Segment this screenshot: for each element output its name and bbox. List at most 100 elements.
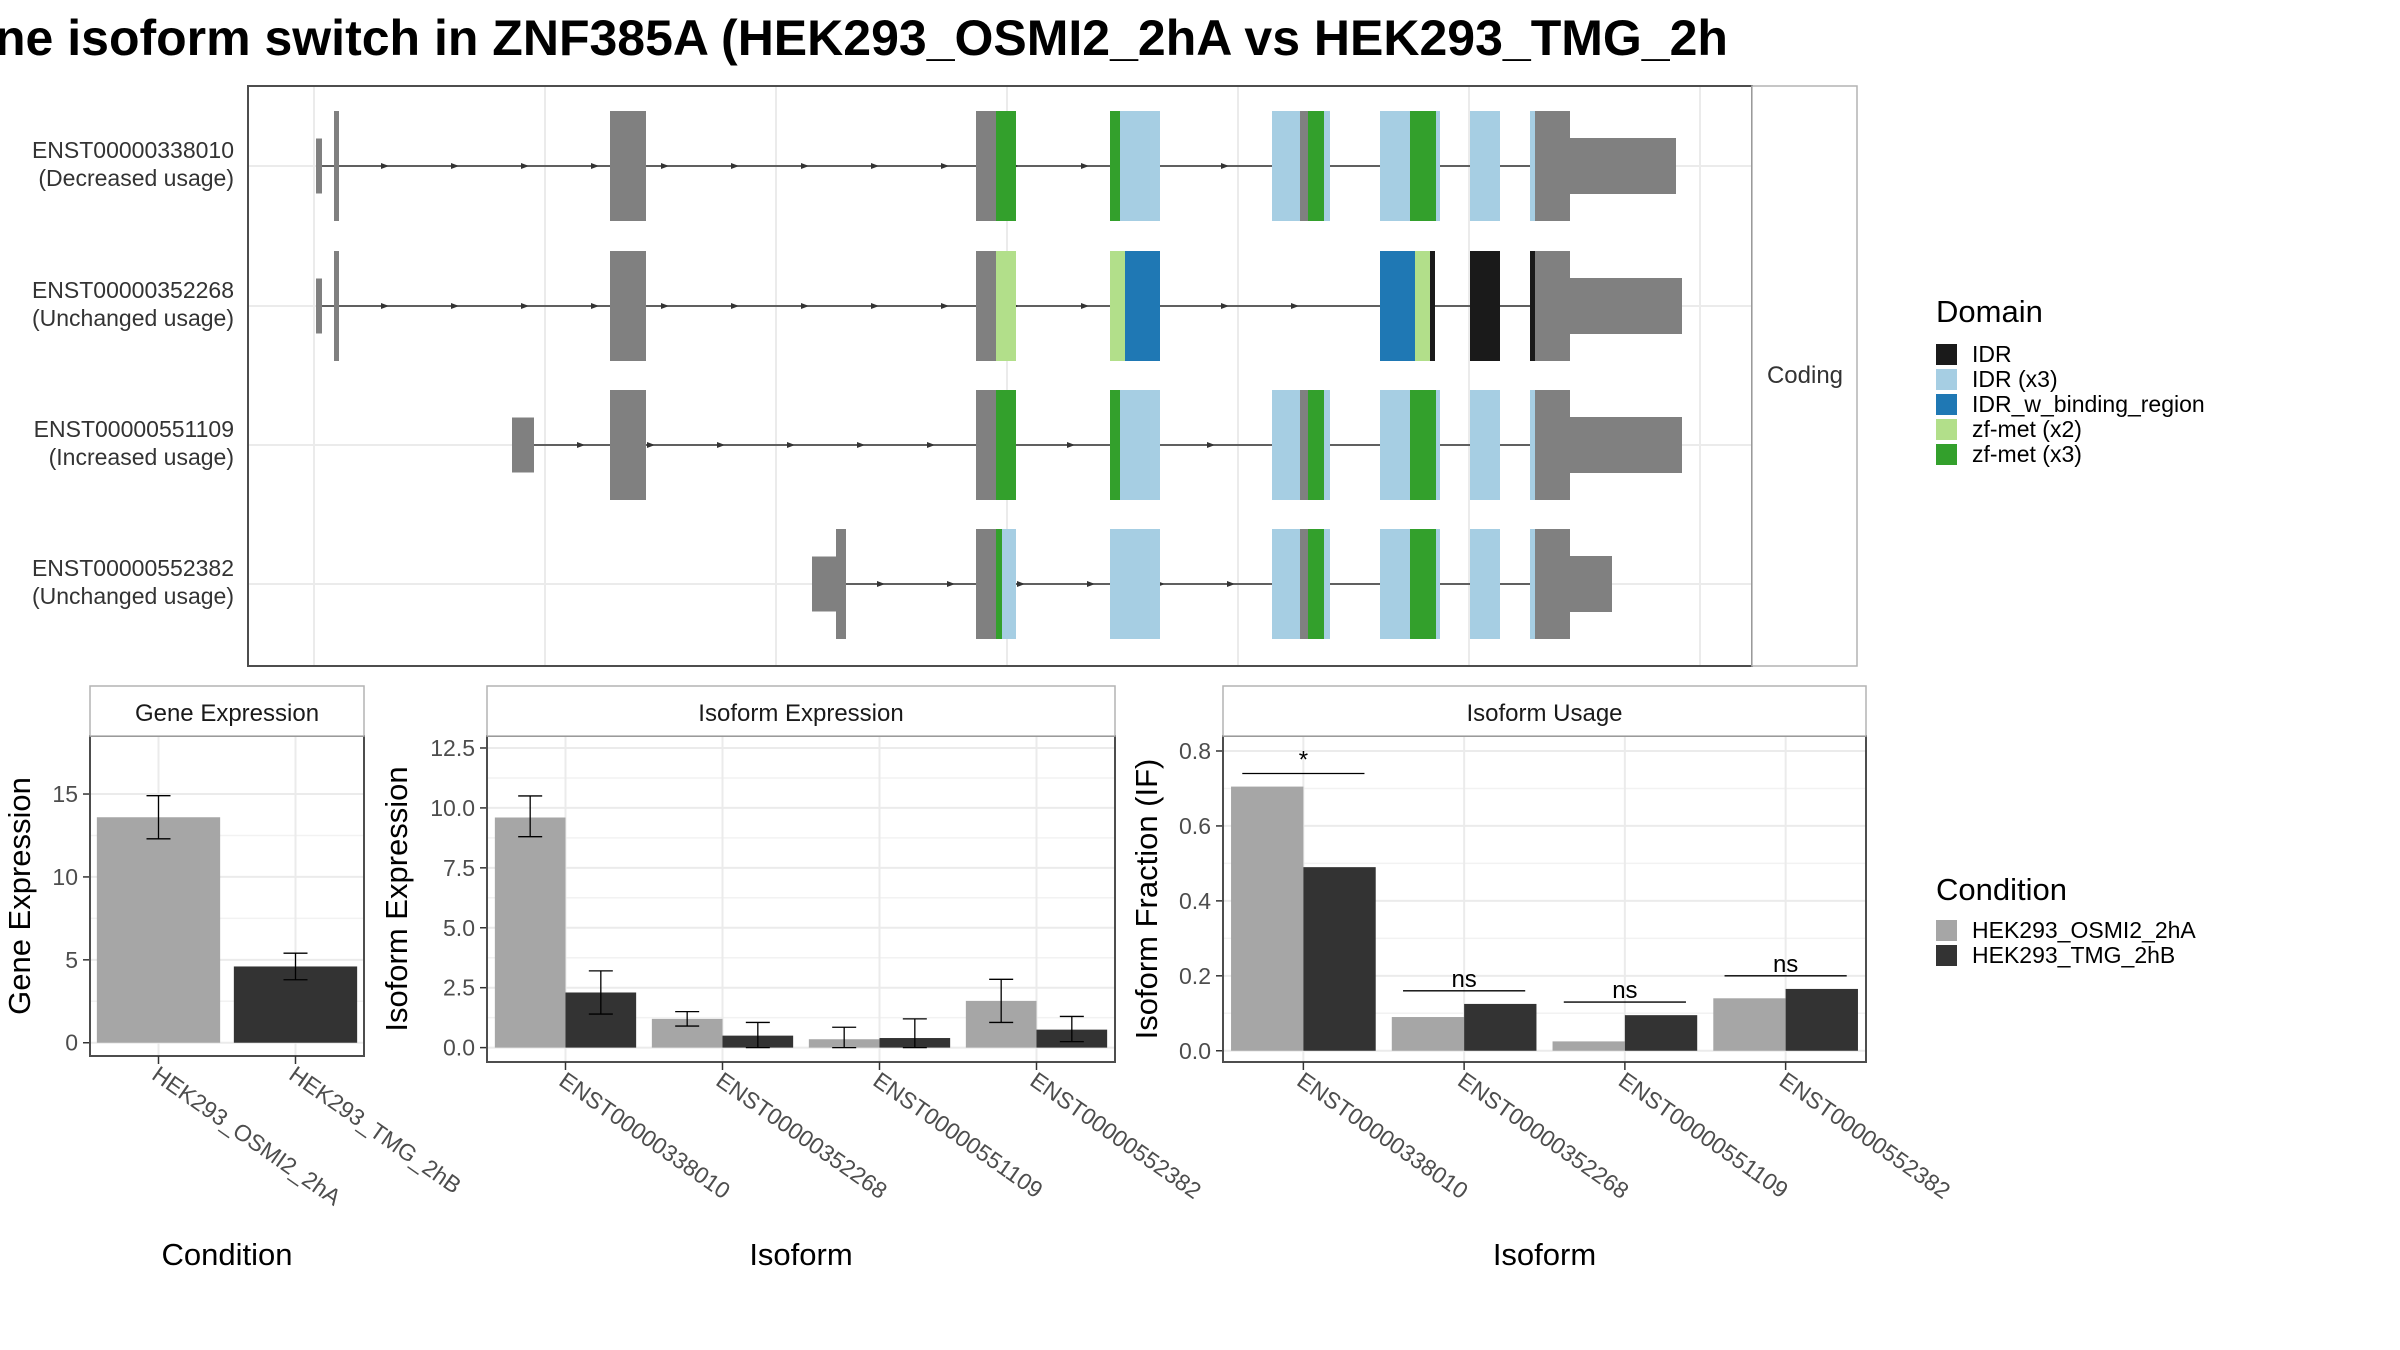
- exon-segment-3-0: [976, 111, 996, 221]
- isoform-label-ENST00000552382: ENST00000552382(Unchanged usage): [32, 555, 234, 609]
- intron-arrow-icon: [871, 163, 879, 169]
- domain-legend-item: zf-met (x2): [1936, 416, 2082, 442]
- exon-segment-7-3: [1324, 390, 1330, 500]
- exon-1: [610, 390, 628, 500]
- x-tick-label: ENST00000352268: [712, 1067, 892, 1204]
- intron-arrow-icon: [577, 442, 585, 448]
- exon-segment-5-3: [1324, 529, 1330, 639]
- isoform-label-ENST00000551109: ENST00000551109(Increased usage): [34, 416, 234, 470]
- intron-arrow-icon: [591, 303, 599, 309]
- exon-segment-2-1: [996, 529, 1002, 639]
- utr-tail: [1565, 417, 1682, 473]
- domain-legend-item: zf-met (x3): [1936, 441, 2082, 467]
- intron-arrow-icon: [801, 303, 809, 309]
- y-tick-label: 0: [65, 1030, 78, 1056]
- domain-legend-title: Domain: [1936, 294, 2043, 329]
- x-tick-label: ENST00000551109: [869, 1067, 1048, 1203]
- exon-segment-4-0: [1110, 529, 1160, 639]
- exon-segment-5-0: [1272, 529, 1300, 639]
- domain-legend-label: zf-met (x2): [1972, 416, 2082, 442]
- isoform-usage-label: (Increased usage): [49, 444, 234, 470]
- last-coding-exon: [1535, 390, 1565, 500]
- bar-ENST00000338010-HEK293_OSMI2_2hA: [494, 817, 566, 1048]
- exon-segment-9-0: [1470, 111, 1500, 221]
- exon-segment-3-1: [996, 390, 1016, 500]
- y-tick-label: 0.2: [1179, 963, 1211, 989]
- intron-arrow-icon: [871, 303, 879, 309]
- domain-legend-label: IDR_w_binding_region: [1972, 391, 2205, 417]
- intron-arrow-icon: [451, 303, 459, 309]
- exon-segment-3-0: [976, 390, 996, 500]
- exon-segment-8-2: [1436, 111, 1440, 221]
- isoform-label-ENST00000352268: ENST00000352268(Unchanged usage): [32, 277, 234, 331]
- intron-arrow-icon: [1067, 442, 1075, 448]
- intron-arrow-icon: [717, 442, 725, 448]
- isoform-usage-panel: 0.0 0.2 0.4 0.6 0.8 * ns ns ns Isoform Usage ENST0…: [1129, 685, 1955, 1272]
- gene-structure-panel: ENST00000338010(Decreased usage) ENST0000…: [32, 85, 1858, 667]
- isoform-usage-label: (Decreased usage): [38, 165, 234, 191]
- intron-arrow-icon: [1207, 442, 1215, 448]
- intron-arrow-icon: [941, 163, 949, 169]
- x-tick-label: ENST00000352268: [1453, 1067, 1633, 1204]
- y-tick-label: 12.5: [430, 735, 475, 761]
- facet-strip-label: Coding: [1767, 362, 1843, 389]
- condition-legend-item: HEK293_OSMI2_2hA: [1936, 917, 2196, 943]
- exon-1: [334, 111, 339, 221]
- intron-arrow-icon: [521, 303, 529, 309]
- intron-arrow-icon: [947, 581, 955, 587]
- exon-1: [836, 529, 846, 639]
- domain-legend-label: IDR (x3): [1972, 366, 2058, 392]
- intron-arrow-icon: [787, 442, 795, 448]
- facet-strip: [89, 685, 365, 737]
- bar-ENST00000551109-HEK293_TMG_2hB: [1624, 1015, 1698, 1051]
- domain-legend-swatch: [1936, 344, 1957, 365]
- exon-segment-6-2: [1436, 529, 1440, 639]
- intron-arrow-icon: [801, 163, 809, 169]
- exon-2: [610, 251, 646, 361]
- exon-segment-7-2: [1308, 111, 1324, 221]
- condition-legend-label: HEK293_TMG_2hB: [1972, 942, 2175, 968]
- x-axis-label: Isoform: [1493, 1237, 1596, 1272]
- condition-legend-swatch: [1936, 945, 1957, 966]
- last-coding-exon: [1535, 111, 1565, 221]
- isoform-track-ENST00000352268: [316, 251, 1682, 361]
- y-tick-label: 0.6: [1179, 813, 1211, 839]
- isoform-id-label: ENST00000338010: [32, 137, 234, 163]
- x-tick-label: ENST00000551109: [1614, 1067, 1793, 1203]
- y-tick-label: 0.0: [443, 1035, 475, 1061]
- domain-legend-swatch: [1936, 419, 1957, 440]
- exon-segment-9-0: [1470, 390, 1500, 500]
- isoform-track-ENST00000551109: [512, 390, 1682, 500]
- facet-strip-label: Isoform Expression: [698, 700, 903, 727]
- exon-segment-5-2: [1308, 529, 1324, 639]
- domain-legend-swatch: [1936, 369, 1957, 390]
- intron-arrow-icon: [1081, 163, 1089, 169]
- exon-segment-10-0: [1530, 390, 1536, 500]
- intron-arrow-icon: [731, 163, 739, 169]
- significance-label: *: [1299, 746, 1308, 773]
- intron-arrow-icon: [591, 163, 599, 169]
- exon-segment-3-1: [996, 251, 1016, 361]
- exon-segment-10-0: [1530, 111, 1536, 221]
- y-tick-label: 7.5: [443, 855, 475, 881]
- x-axis-label: Isoform: [749, 1237, 852, 1272]
- exon-segment-2-2: [1002, 529, 1016, 639]
- utr-tail: [1565, 138, 1676, 194]
- exon-segment-6-0: [1120, 111, 1160, 221]
- exon-segment-5-0: [1110, 111, 1120, 221]
- intron-arrow-icon: [381, 303, 389, 309]
- y-axis-label: Gene Expression: [2, 777, 37, 1015]
- domain-legend-item: IDR: [1936, 341, 2012, 367]
- y-axis-label: Isoform Expression: [379, 766, 414, 1031]
- isoform-usage-label: (Unchanged usage): [32, 305, 234, 331]
- exon-segment-10-0: [1470, 251, 1500, 361]
- intron-arrow-icon: [1017, 581, 1025, 587]
- exon-segment-8-1: [1410, 111, 1436, 221]
- exon-segment-6-1: [1410, 529, 1436, 639]
- domain-legend-label: IDR: [1972, 341, 2012, 367]
- exon-segment-8-0: [1380, 111, 1410, 221]
- exon-segment-7-0: [1272, 390, 1300, 500]
